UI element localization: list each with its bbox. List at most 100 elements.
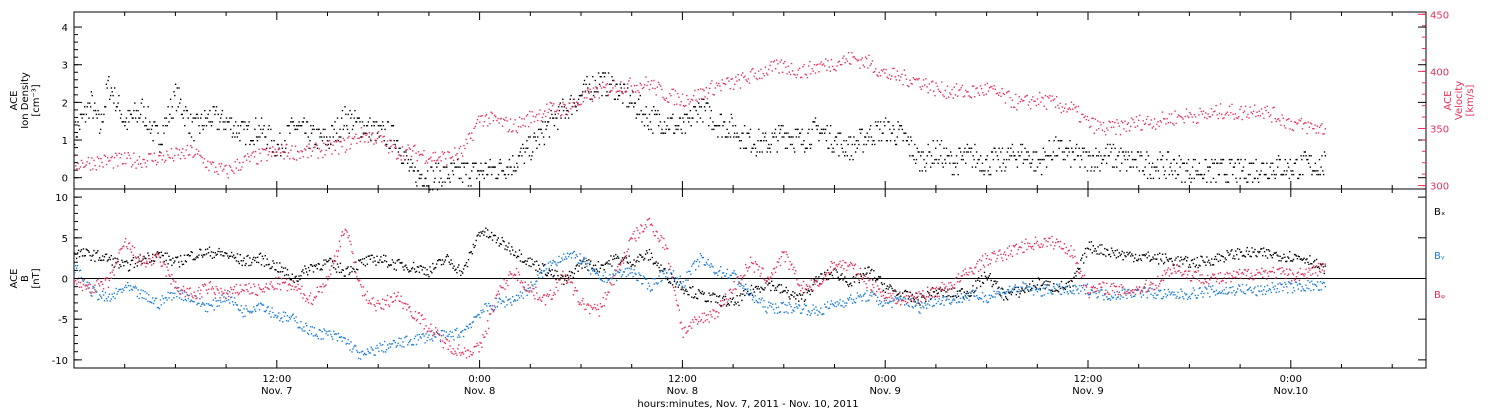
data-point — [1322, 170, 1323, 171]
data-point — [516, 130, 517, 131]
data-point — [1028, 291, 1029, 292]
data-point — [935, 82, 936, 83]
data-point — [392, 151, 393, 152]
data-point — [965, 163, 966, 164]
data-point — [703, 99, 704, 100]
data-point — [873, 140, 874, 141]
data-point — [1176, 163, 1177, 164]
data-point — [1275, 118, 1276, 119]
data-point — [1041, 174, 1042, 175]
data-point — [913, 155, 914, 156]
data-point — [1091, 241, 1092, 242]
data-point — [550, 261, 551, 262]
data-point — [957, 96, 958, 97]
data-point — [575, 257, 576, 258]
data-point — [337, 139, 338, 140]
data-point — [970, 151, 971, 152]
data-point — [297, 151, 298, 152]
data-point — [265, 149, 266, 150]
data-point — [1110, 300, 1111, 301]
data-point — [1255, 159, 1256, 160]
data-point — [711, 110, 712, 111]
data-point — [502, 237, 503, 238]
data-point — [244, 316, 245, 317]
data-point — [840, 133, 841, 134]
data-point — [863, 64, 864, 65]
data-point — [1059, 283, 1060, 284]
data-point — [1115, 159, 1116, 160]
data-point — [735, 76, 736, 77]
data-point — [622, 102, 623, 103]
data-point — [530, 159, 531, 160]
data-point — [225, 129, 226, 130]
data-point — [151, 302, 152, 303]
data-point — [294, 318, 295, 319]
data-point — [1128, 151, 1129, 152]
data-point — [1099, 151, 1100, 152]
data-point — [194, 259, 195, 260]
data-point — [612, 273, 613, 274]
data-point — [1188, 117, 1189, 118]
data-point — [1130, 255, 1131, 256]
data-point — [123, 290, 124, 291]
data-point — [381, 350, 382, 351]
data-point — [1079, 285, 1080, 286]
data-point — [1057, 284, 1058, 285]
data-point — [620, 81, 621, 82]
data-point — [1185, 256, 1186, 257]
data-point — [837, 144, 838, 145]
data-point — [549, 268, 550, 269]
data-point — [161, 252, 162, 253]
data-point — [929, 83, 930, 84]
data-point — [245, 263, 246, 264]
data-point — [850, 136, 851, 137]
data-point — [109, 294, 110, 295]
data-point — [952, 174, 953, 175]
data-point — [1220, 103, 1221, 104]
data-point — [146, 293, 147, 294]
data-point — [842, 58, 843, 59]
data-point — [298, 275, 299, 276]
data-point — [686, 271, 687, 272]
data-point — [705, 110, 706, 111]
data-point — [412, 163, 413, 164]
data-point — [1053, 100, 1054, 101]
data-point — [1266, 163, 1267, 164]
data-point — [431, 160, 432, 161]
data-point — [542, 117, 543, 118]
data-point — [729, 278, 730, 279]
data-point — [1071, 281, 1072, 282]
data-point — [937, 140, 938, 141]
data-point — [988, 90, 989, 91]
data-point — [638, 272, 639, 273]
data-point — [751, 292, 752, 293]
data-point — [517, 166, 518, 167]
data-point — [288, 274, 289, 275]
data-point — [681, 283, 682, 284]
data-point — [98, 260, 99, 261]
data-point — [938, 89, 939, 90]
data-point — [313, 271, 314, 272]
data-point — [198, 117, 199, 118]
data-point — [1038, 104, 1039, 105]
data-point — [364, 141, 365, 142]
data-point — [1026, 285, 1027, 286]
data-point — [459, 336, 460, 337]
data-point — [941, 81, 942, 82]
data-point — [444, 261, 445, 262]
data-point — [293, 314, 294, 315]
data-point — [494, 115, 495, 116]
data-point — [1141, 260, 1142, 261]
data-point — [430, 271, 431, 272]
data-point — [249, 161, 250, 162]
data-point — [822, 133, 823, 134]
data-point — [487, 174, 488, 175]
data-point — [1021, 288, 1022, 289]
data-point — [444, 166, 445, 167]
data-point — [143, 159, 144, 160]
data-point — [452, 336, 453, 337]
data-point — [491, 232, 492, 233]
data-point — [597, 270, 598, 271]
data-point — [231, 169, 232, 170]
data-point — [438, 157, 439, 158]
